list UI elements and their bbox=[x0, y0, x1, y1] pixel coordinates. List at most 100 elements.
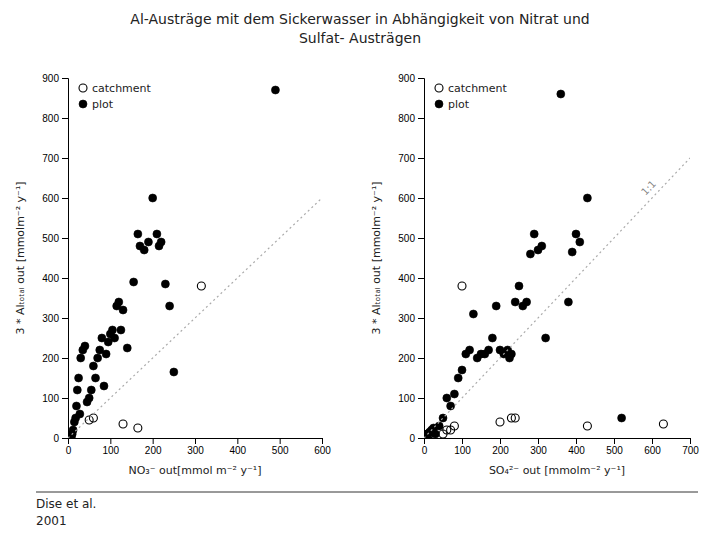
x-tick-mark bbox=[576, 438, 577, 444]
x-tick-label: 200 bbox=[145, 445, 162, 456]
point bbox=[526, 250, 534, 258]
x-tick-mark bbox=[500, 438, 501, 444]
x-tick-mark bbox=[652, 438, 653, 444]
y-tick: 700 bbox=[398, 153, 424, 164]
x-axis-title: SO₄²⁻ out [mmolm⁻² y⁻¹] bbox=[489, 464, 625, 477]
legend-symbol bbox=[79, 84, 87, 92]
y-tick: 200 bbox=[398, 353, 424, 364]
footnote: 2001 bbox=[36, 514, 67, 528]
point bbox=[618, 414, 626, 422]
point bbox=[72, 402, 80, 410]
y-tick: 100 bbox=[42, 393, 68, 404]
point bbox=[435, 422, 443, 430]
reference-line bbox=[68, 198, 322, 438]
y-tick-label: 200 bbox=[42, 353, 59, 364]
y-tick-label: 0 bbox=[53, 433, 59, 444]
x-tick-label: 100 bbox=[454, 445, 471, 456]
y-tick-mark bbox=[62, 358, 68, 359]
y-tick-label: 400 bbox=[398, 273, 415, 284]
x-axis: 0100200300400500600700 bbox=[422, 438, 700, 456]
y-axis: 0100200300400500600700800900 bbox=[42, 73, 68, 444]
x-tick: 400 bbox=[229, 438, 246, 456]
point bbox=[123, 344, 131, 352]
y-tick-mark bbox=[418, 398, 424, 399]
y-tick: 500 bbox=[42, 233, 68, 244]
point bbox=[458, 366, 466, 374]
point bbox=[134, 230, 142, 238]
point bbox=[170, 368, 178, 376]
point bbox=[568, 248, 576, 256]
x-tick-mark bbox=[462, 438, 463, 444]
x-tick-mark bbox=[690, 438, 691, 444]
x-tick-mark bbox=[322, 438, 323, 444]
point bbox=[197, 282, 205, 290]
y-tick: 100 bbox=[398, 393, 424, 404]
point bbox=[271, 86, 279, 94]
point bbox=[431, 430, 439, 438]
x-tick-label: 400 bbox=[568, 445, 585, 456]
point bbox=[89, 362, 97, 370]
legend-item: plot bbox=[79, 98, 114, 111]
y-tick-label: 100 bbox=[42, 393, 59, 404]
x-tick-label: 0 bbox=[66, 445, 72, 456]
y-tick-label: 800 bbox=[398, 113, 415, 124]
point bbox=[538, 242, 546, 250]
point bbox=[450, 422, 458, 430]
y-tick-label: 500 bbox=[42, 233, 59, 244]
point bbox=[81, 342, 89, 350]
y-tick: 200 bbox=[42, 353, 68, 364]
point bbox=[515, 282, 523, 290]
x-tick-label: 200 bbox=[492, 445, 509, 456]
y-tick: 900 bbox=[398, 73, 424, 84]
panel: 0100200300400500600700010020030040050060… bbox=[370, 73, 699, 477]
y-tick-mark bbox=[418, 438, 424, 439]
point bbox=[75, 374, 83, 382]
point bbox=[564, 298, 572, 306]
x-tick: 0 bbox=[422, 438, 428, 456]
legend-item: catchment bbox=[79, 82, 152, 95]
legend-symbol bbox=[435, 100, 443, 108]
point bbox=[496, 418, 504, 426]
footnote: Dise et al. bbox=[36, 497, 96, 511]
y-tick-label: 900 bbox=[42, 73, 59, 84]
x-tick-mark bbox=[110, 438, 111, 444]
point bbox=[115, 298, 123, 306]
y-tick-mark bbox=[418, 238, 424, 239]
x-axis-title: NO₃⁻ out[mmol m⁻² y⁻¹] bbox=[128, 464, 261, 477]
legend-label: plot bbox=[448, 98, 470, 111]
y-tick: 800 bbox=[398, 113, 424, 124]
legend-symbol bbox=[435, 84, 443, 92]
y-tick-label: 300 bbox=[42, 313, 59, 324]
y-tick-label: 700 bbox=[398, 153, 415, 164]
y-tick: 700 bbox=[42, 153, 68, 164]
point bbox=[572, 230, 580, 238]
x-tick: 100 bbox=[454, 438, 471, 456]
legend-label: catchment bbox=[448, 82, 508, 95]
x-tick-label: 500 bbox=[606, 445, 623, 456]
point bbox=[130, 278, 138, 286]
point bbox=[144, 238, 152, 246]
point bbox=[157, 238, 165, 246]
x-tick: 600 bbox=[314, 438, 331, 456]
x-tick: 200 bbox=[492, 438, 509, 456]
x-tick-mark bbox=[538, 438, 539, 444]
point bbox=[458, 282, 466, 290]
legend: catchment plot bbox=[435, 82, 508, 111]
legend-label: catchment bbox=[92, 82, 152, 95]
x-tick-mark bbox=[237, 438, 238, 444]
title: Sulfat- Austrägen bbox=[299, 30, 421, 46]
point bbox=[469, 310, 477, 318]
x-tick: 100 bbox=[102, 438, 119, 456]
y-tick-mark bbox=[62, 198, 68, 199]
point bbox=[140, 246, 148, 254]
point bbox=[542, 334, 550, 342]
x-axis-line bbox=[425, 439, 691, 445]
point bbox=[89, 414, 97, 422]
x-tick-label: 300 bbox=[187, 445, 204, 456]
point bbox=[583, 422, 591, 430]
y-tick: 600 bbox=[42, 193, 68, 204]
point bbox=[523, 298, 531, 306]
y-tick: 900 bbox=[42, 73, 68, 84]
x-axis: 0100200300400500600 bbox=[66, 438, 332, 456]
y-tick: 0 bbox=[53, 433, 68, 444]
